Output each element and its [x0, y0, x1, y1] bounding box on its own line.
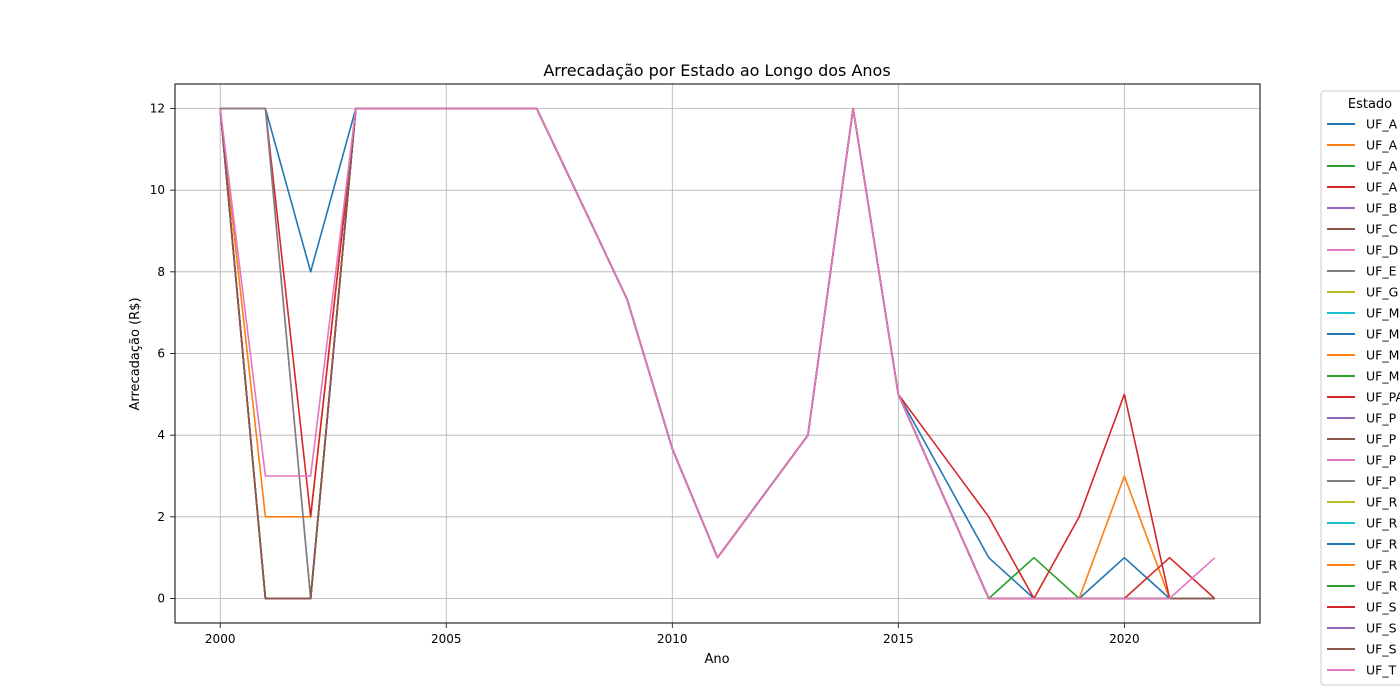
legend-label: UF_M [1366, 327, 1399, 342]
legend-label: UF_A [1366, 138, 1398, 153]
legend-label: UF_A [1366, 159, 1398, 174]
legend-label: UF_R [1366, 558, 1398, 573]
y-tick-label: 8 [157, 265, 165, 279]
legend-label: UF_PA [1366, 390, 1400, 405]
legend-title: Estado [1348, 97, 1392, 112]
legend-label: UF_A [1366, 180, 1398, 195]
legend-label: UF_A [1366, 117, 1398, 132]
y-tick-label: 0 [157, 592, 165, 606]
y-tick-label: 10 [150, 183, 165, 197]
x-axis-label: Ano [704, 652, 729, 667]
legend-label: UF_R [1366, 537, 1398, 552]
legend: Estado UF_AUF_AUF_AUF_AUF_BUF_CUF_DUF_EU… [1320, 90, 1400, 686]
legend-label: UF_R [1366, 579, 1398, 594]
legend-label: UF_T [1366, 663, 1397, 678]
x-tick-label: 2020 [1109, 632, 1140, 646]
legend-items: UF_A UF_A UF_A UF_A UF_B UF_C UF_D UF_E UF_G UF_M… [1327, 117, 1400, 678]
x-tick-label: 2010 [657, 632, 688, 646]
y-tick-label: 4 [157, 428, 165, 442]
chart-title: Arrecadação por Estado ao Longo dos Anos [543, 61, 890, 80]
legend-label: UF_M [1366, 348, 1399, 363]
legend-label: UF_P [1366, 411, 1397, 426]
y-tick-label: 6 [157, 347, 165, 361]
legend-label: UF_P [1366, 432, 1397, 447]
legend-frame [1320, 90, 1400, 686]
y-axis-ticks: 0 2 4 6 8 10 12 [150, 102, 175, 606]
legend-label: UF_S [1366, 642, 1397, 657]
legend-label: UF_P [1366, 453, 1397, 468]
legend-label: UF_G [1366, 285, 1398, 300]
x-axis-ticks: 2000 2005 2010 2015 2020 [205, 623, 1140, 646]
y-tick-label: 2 [157, 510, 165, 524]
legend-label: UF_R [1366, 495, 1398, 510]
legend-label: UF_M [1366, 306, 1399, 321]
legend-label: UF_C [1366, 222, 1398, 237]
series-line [219, 107, 1216, 600]
legend-label: UF_S [1366, 621, 1397, 636]
grid-lines [175, 84, 1260, 623]
legend-label: UF_M [1366, 369, 1399, 384]
x-tick-label: 2015 [883, 632, 914, 646]
x-tick-label: 2005 [431, 632, 462, 646]
y-axis-label: Arrecadação (R$) [128, 297, 143, 410]
x-tick-label: 2000 [205, 632, 236, 646]
legend-label: UF_E [1366, 264, 1397, 279]
legend-label: UF_B [1366, 201, 1397, 216]
legend-label: UF_P [1366, 474, 1397, 489]
series-lines [219, 107, 1216, 600]
legend-label: UF_D [1366, 243, 1398, 258]
legend-label: UF_R [1366, 516, 1398, 531]
legend-label: UF_S [1366, 600, 1397, 615]
y-tick-label: 12 [150, 102, 165, 116]
